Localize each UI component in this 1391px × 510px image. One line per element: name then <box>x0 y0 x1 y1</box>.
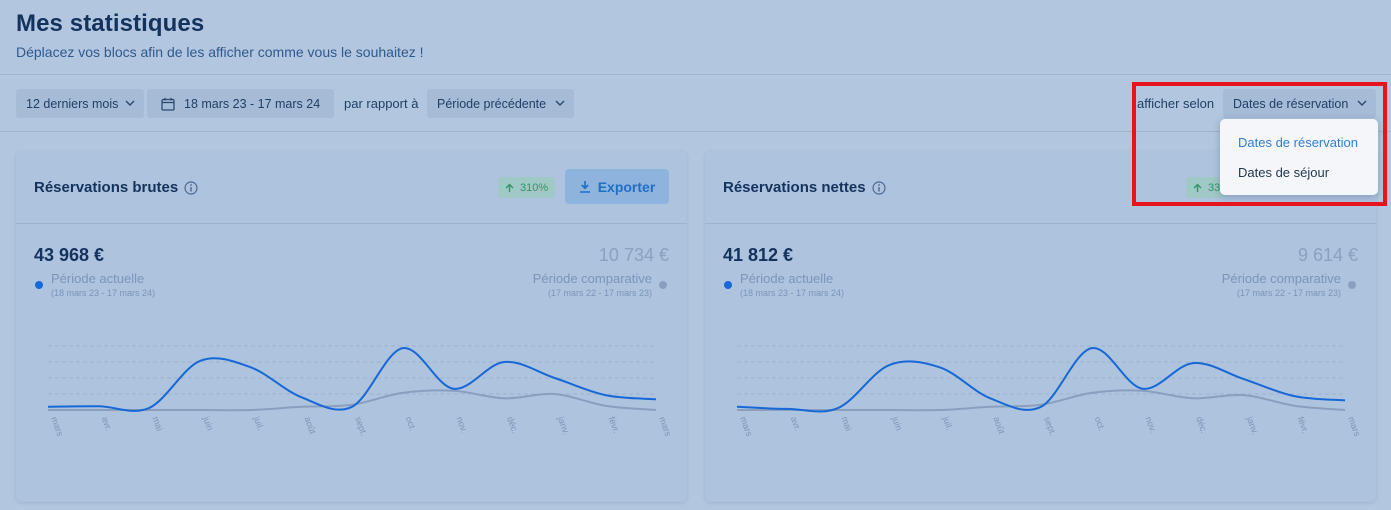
x-tick-label: mars <box>1346 415 1362 438</box>
x-tick-label: sept. <box>353 415 369 437</box>
growth-badge-value: 33 <box>1208 181 1221 194</box>
date-range-picker[interactable]: 18 mars 23 - 17 mars 24 <box>147 89 334 118</box>
legend-current-label: Période actuelle <box>51 271 145 286</box>
card-divider <box>16 223 687 224</box>
legend-current-range: (18 mars 23 - 17 mars 24) <box>51 288 156 298</box>
amount-current: 41 812 € <box>723 245 794 265</box>
card-divider <box>705 223 1376 224</box>
period-select[interactable]: 12 derniers mois <box>16 89 144 118</box>
x-tick-label: sept. <box>1042 415 1058 437</box>
page-subtitle: Déplacez vos blocs afin de les afficher … <box>16 44 424 60</box>
x-tick-label: oct. <box>404 415 418 432</box>
amount-current: 43 968 € <box>34 245 105 265</box>
highlight-box <box>1132 82 1387 206</box>
series-line-compare <box>736 389 1346 412</box>
x-tick-label: févr. <box>606 415 621 434</box>
legend-compare-range: (17 mars 22 - 17 mars 23) <box>547 288 652 298</box>
dropdown-option-dates-sejour[interactable]: Dates de séjour <box>1238 165 1330 180</box>
card-reservations-brutes: Réservations brutes 310% Exporter 43 968… <box>16 151 687 502</box>
x-tick-label: août <box>302 415 318 435</box>
dropdown-option-dates-reservation[interactable]: Dates de réservation <box>1238 135 1358 150</box>
x-tick-label: déc. <box>505 415 520 434</box>
filters-bar: 12 derniers mois 18 mars 23 - 17 mars 24… <box>0 75 1391 132</box>
filters-divider <box>0 131 1391 132</box>
page-title: Mes statistiques <box>16 10 205 37</box>
calendar-icon <box>161 97 175 111</box>
growth-badge: 33 <box>1186 177 1228 198</box>
x-tick-label: mars <box>49 415 65 438</box>
arrow-up-icon <box>505 183 514 192</box>
amount-compare: 10 734 € <box>598 245 669 265</box>
display-mode-dropdown: Dates de réservation Dates de séjour <box>1220 119 1378 195</box>
legend-compare-label: Période comparative <box>1221 271 1341 286</box>
info-icon[interactable] <box>871 180 886 195</box>
x-tick-label: oct. <box>1093 415 1107 432</box>
x-tick-label: févr. <box>1295 415 1310 434</box>
card-title-text: Réservations nettes <box>723 179 866 196</box>
legend-dot-current <box>724 281 732 289</box>
legend-dot-current <box>35 281 43 289</box>
display-mode-value: Dates de réservation <box>1233 96 1349 111</box>
x-tick-label: juil. <box>251 414 265 431</box>
line-chart: mars avr. mai juin juil. août sept. oct. nov. déc… <box>736 345 1363 438</box>
x-tick-label: déc. <box>1194 415 1209 434</box>
x-tick-label: nov. <box>1143 415 1158 434</box>
compare-select-value: Période précédente <box>437 96 547 111</box>
chevron-down-icon <box>125 100 135 106</box>
x-tick-label: janv. <box>1244 414 1260 436</box>
info-icon[interactable] <box>184 180 198 195</box>
page-header: Mes statistiques Déplacez vos blocs afin… <box>16 10 424 60</box>
line-chart: mars avr. mai juin juil. août sept. oct. nov. déc… <box>47 345 674 438</box>
x-tick-label: mai <box>150 415 164 432</box>
display-label: afficher selon <box>1137 96 1215 111</box>
legend-compare-label: Période comparative <box>532 271 652 286</box>
series-line-compare <box>47 389 657 412</box>
x-tick-label: mars <box>657 415 673 438</box>
x-tick-label: nov. <box>454 415 469 434</box>
amount-compare: 9 614 € <box>1297 245 1358 265</box>
series-line-current <box>736 347 1346 413</box>
x-tick-label: avr. <box>789 415 803 432</box>
x-tick-label: mars <box>738 415 754 438</box>
card-title: Réservations nettes <box>723 179 886 196</box>
period-select-value: 12 derniers mois <box>26 96 119 111</box>
series-line-current <box>47 347 657 412</box>
legend-dot-compare <box>1348 281 1356 289</box>
date-range-value: 18 mars 23 - 17 mars 24 <box>184 96 321 111</box>
arrow-up-icon <box>1193 183 1202 192</box>
legend-dot-compare <box>659 281 667 289</box>
growth-badge: 310% <box>498 177 556 198</box>
x-tick-label: mai <box>839 415 853 432</box>
compare-select[interactable]: Période précédente <box>427 89 574 118</box>
display-mode-select[interactable]: Dates de réservation <box>1223 89 1376 118</box>
header-divider <box>0 74 1391 75</box>
x-tick-label: janv. <box>555 414 571 436</box>
x-tick-label: juil. <box>940 414 954 431</box>
growth-badge-value: 310% <box>520 181 549 194</box>
x-tick-label: avr. <box>100 415 114 432</box>
x-tick-label: août <box>991 415 1007 435</box>
card-title: Réservations brutes <box>34 179 198 196</box>
card-reservations-nettes: Réservations nettes 33 41 812 € 9 614 € … <box>705 151 1376 502</box>
export-button-label: Exporter <box>597 178 656 195</box>
chevron-down-icon <box>555 100 565 106</box>
x-tick-label: juin <box>890 414 905 432</box>
legend-current-label: Période actuelle <box>740 271 834 286</box>
card-title-text: Réservations brutes <box>34 179 179 196</box>
legend-compare-range: (17 mars 22 - 17 mars 23) <box>1236 288 1341 298</box>
export-button[interactable]: Exporter <box>565 169 669 204</box>
chevron-down-icon <box>1357 100 1367 106</box>
download-icon <box>579 181 590 193</box>
x-tick-label: juin <box>201 414 216 432</box>
legend-current-range: (18 mars 23 - 17 mars 24) <box>740 288 845 298</box>
compare-label: par rapport à <box>344 96 419 111</box>
